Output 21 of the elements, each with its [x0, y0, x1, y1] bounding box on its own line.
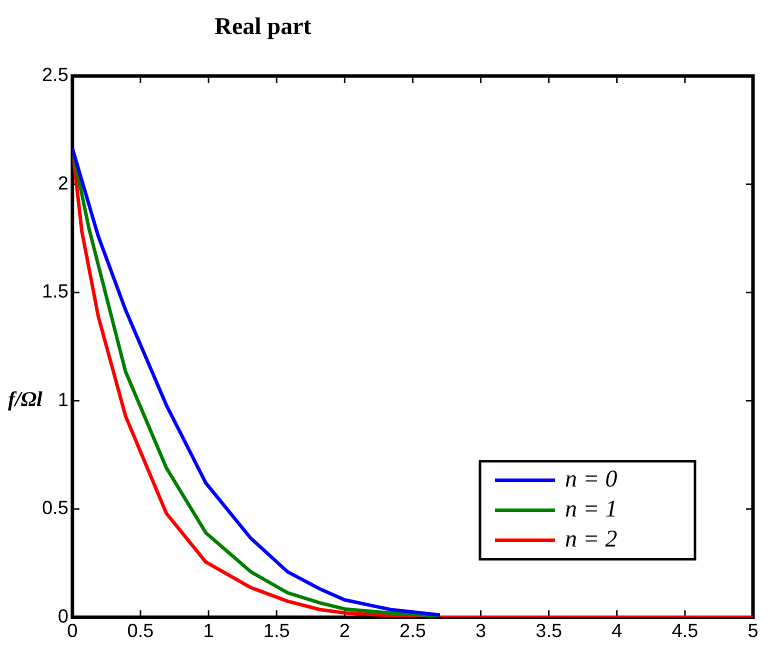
- x-tick-label: 5: [748, 620, 758, 642]
- legend-label: n = 0: [565, 466, 618, 493]
- x-tick-label: 2.5: [399, 620, 426, 642]
- y-tick-label: 1: [58, 390, 68, 411]
- legend-label: n = 1: [565, 496, 618, 523]
- chart-title: Real part: [214, 14, 312, 40]
- y-tick-label: 2.5: [42, 65, 68, 86]
- x-tick-label: 0.5: [127, 620, 154, 642]
- x-tick-label: 1: [203, 620, 214, 642]
- x-tick-label: 1.5: [263, 620, 290, 642]
- x-tick-label: 4.5: [672, 620, 698, 642]
- x-tick-label: 4: [612, 620, 623, 642]
- y-tick-label: 1.5: [42, 282, 68, 303]
- legend-label: n = 2: [565, 526, 618, 553]
- x-tick-label: 3: [475, 620, 486, 642]
- y-axis-title: f/Ωl: [8, 387, 42, 412]
- x-tick-label: 2: [339, 620, 350, 642]
- x-tick-label: 3.5: [536, 620, 562, 642]
- y-tick-label: 0: [58, 606, 68, 628]
- y-tick-label: 0.5: [42, 498, 68, 520]
- y-tick-label: 2: [58, 173, 68, 194]
